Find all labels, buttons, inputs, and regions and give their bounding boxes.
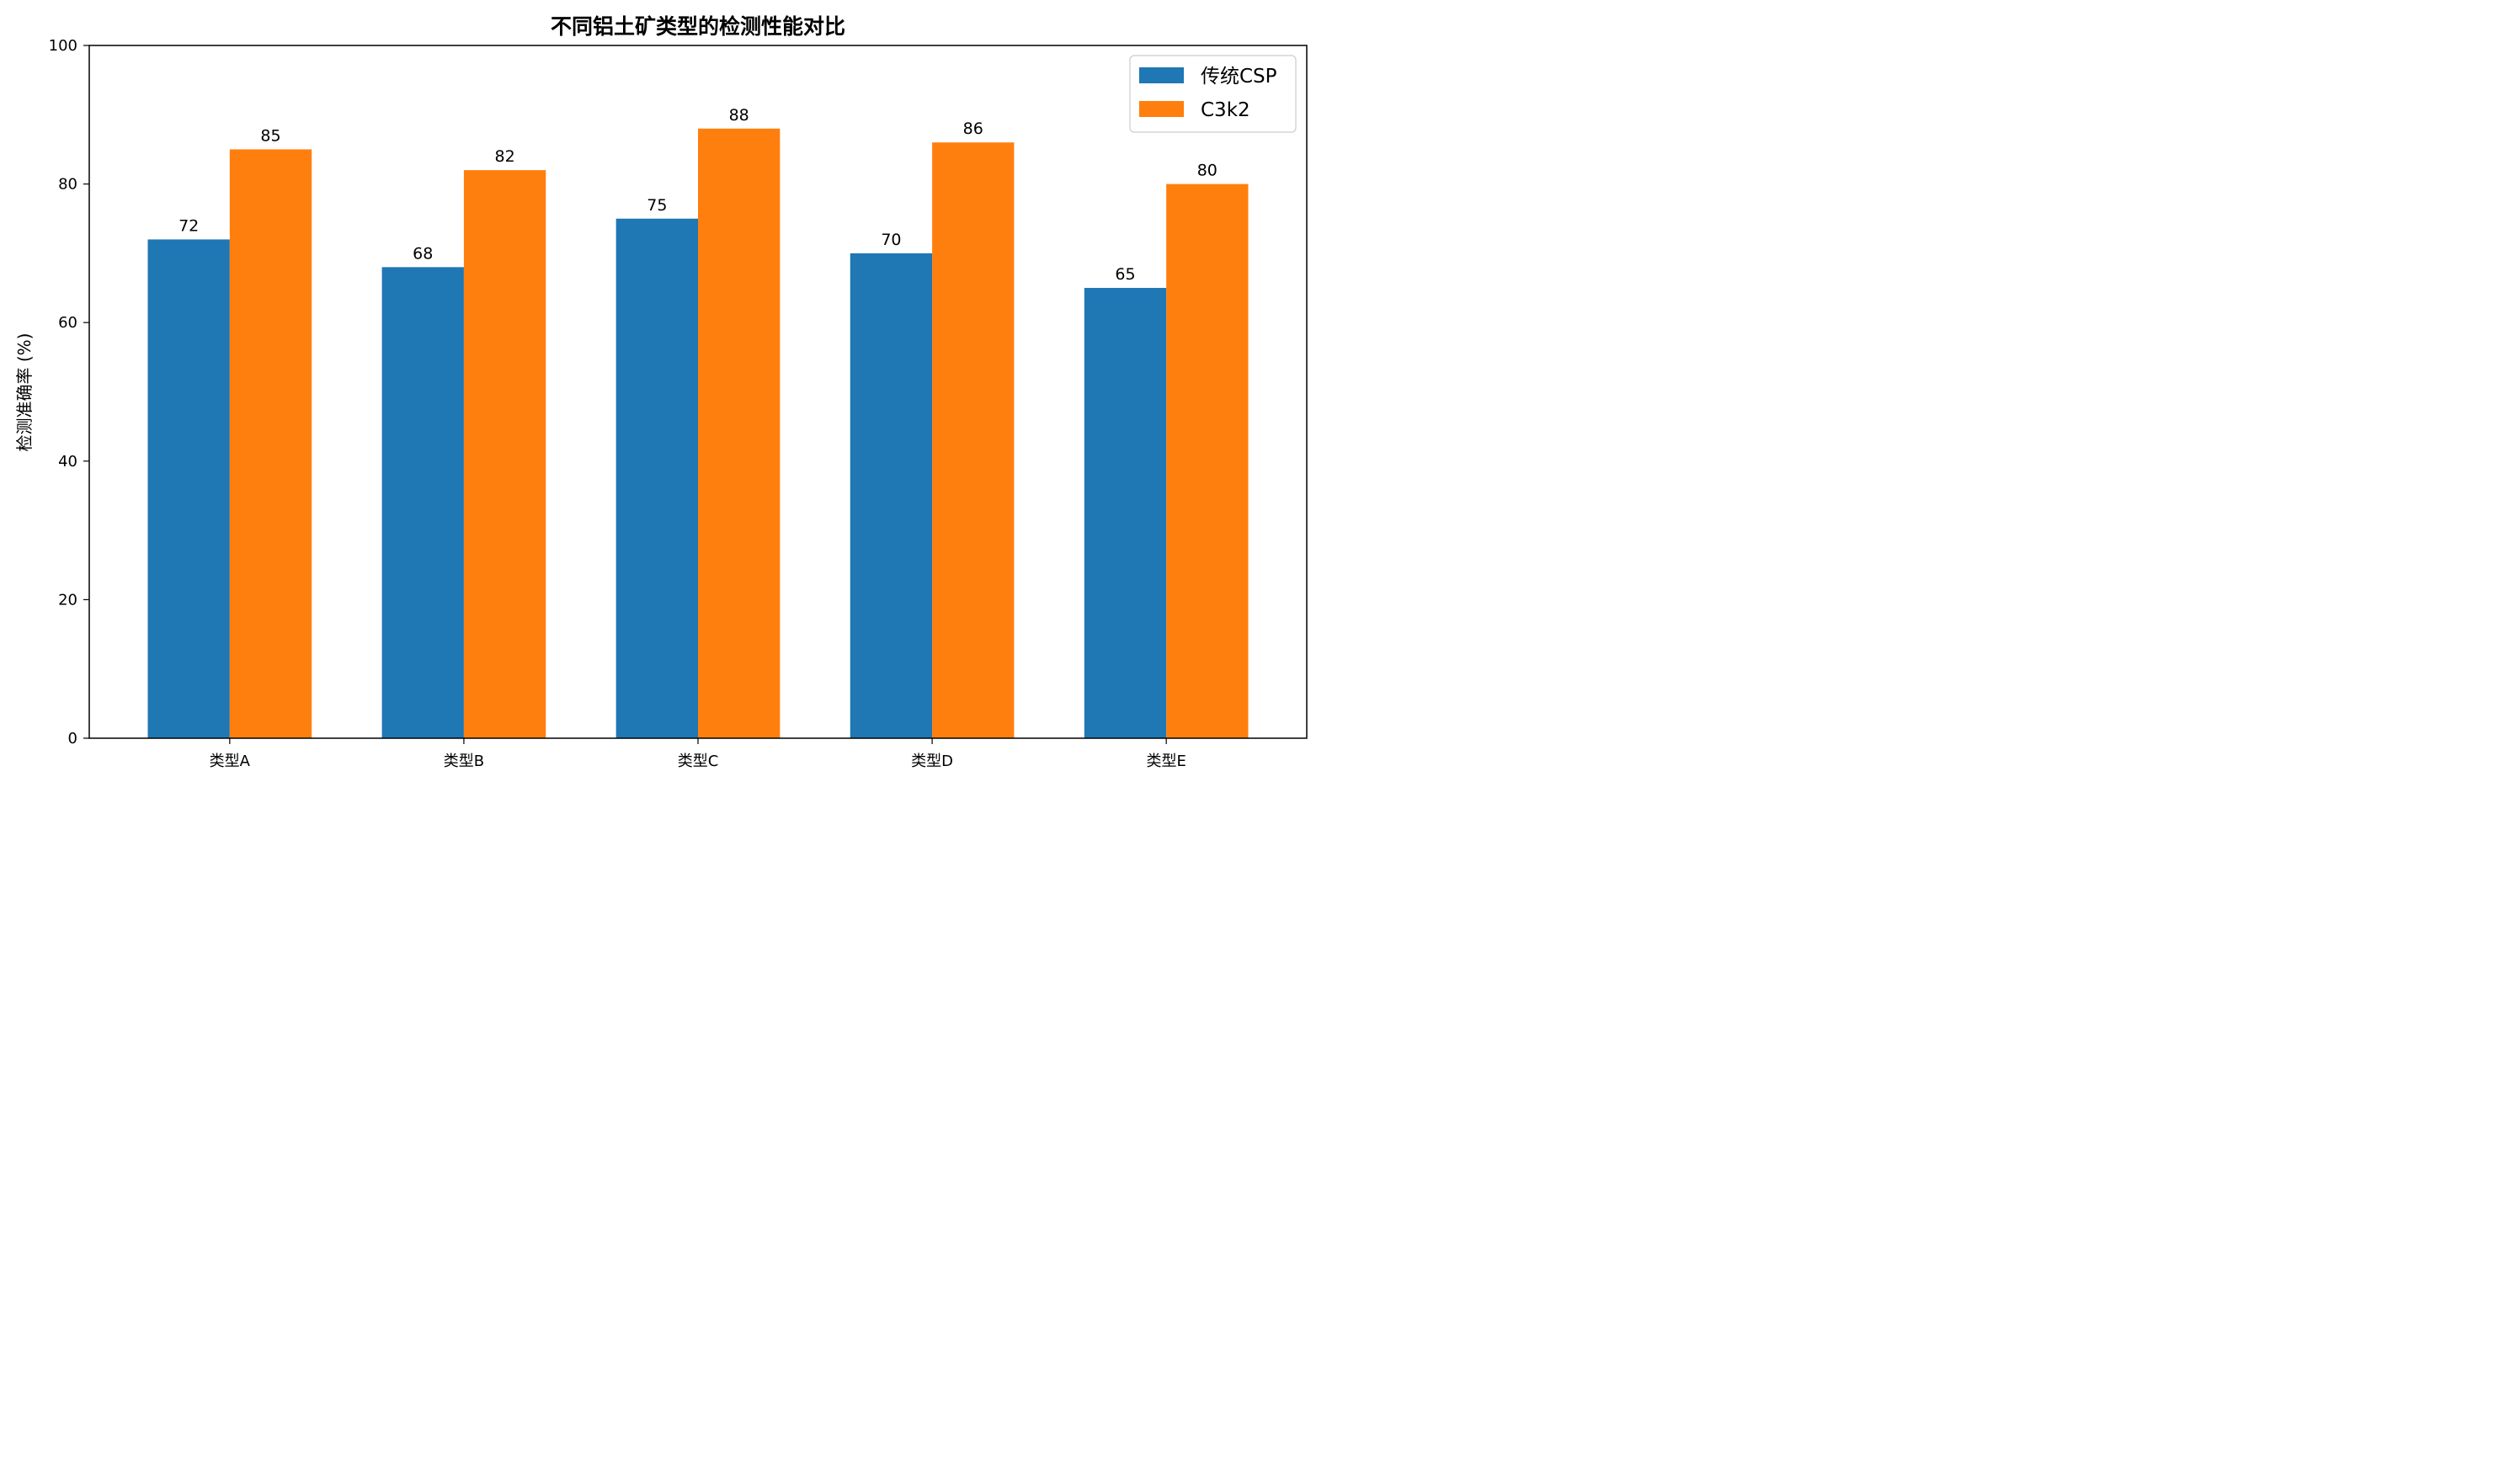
legend-label-csp: 传统CSP <box>1201 66 1277 88</box>
data-label-csp-5: 65 <box>1115 265 1135 284</box>
bar-csp-5 <box>1084 288 1167 738</box>
data-label-csp-3: 75 <box>647 196 667 215</box>
chart-title: 不同铝土矿类型的检测性能对比 <box>551 14 845 39</box>
bar-c3k2-1 <box>229 149 312 738</box>
y-tick-label-80: 80 <box>58 176 77 194</box>
x-tick-label-4: 类型D <box>911 753 953 770</box>
plot-frame <box>88 45 1308 739</box>
data-label-c3k2-5: 80 <box>1197 162 1218 180</box>
y-tick-label-20: 20 <box>58 591 77 609</box>
legend-swatch-c3k2 <box>1139 101 1184 117</box>
chart-figure: 不同铝土矿类型的检测性能对比 检测准确率 (%) 72 85 68 82 75 88 70 8… <box>0 0 1320 785</box>
bar-csp-4 <box>850 253 933 738</box>
data-labels-layer: 72 85 68 82 75 88 70 86 65 80 <box>178 106 1218 284</box>
bars-layer <box>147 128 1249 739</box>
y-tick-label-60: 60 <box>58 314 77 332</box>
y-tick-label-40: 40 <box>58 453 77 471</box>
legend-swatch-csp <box>1139 67 1184 83</box>
bar-csp-2 <box>381 267 464 738</box>
data-label-c3k2-1: 85 <box>260 126 280 145</box>
y-axis-label: 检测准确率 (%) <box>14 333 35 452</box>
legend-label-c3k2: C3k2 <box>1201 99 1250 121</box>
y-tick-label-0: 0 <box>68 730 77 747</box>
bar-chart: 不同铝土矿类型的检测性能对比 检测准确率 (%) 72 85 68 82 75 88 70 8… <box>14 14 1308 770</box>
bar-c3k2-4 <box>932 142 1015 739</box>
data-label-csp-1: 72 <box>178 216 199 235</box>
x-axis: 类型A 类型B 类型C 类型D 类型E <box>210 738 1186 770</box>
bar-c3k2-2 <box>463 170 546 738</box>
data-label-csp-4: 70 <box>881 231 901 249</box>
x-tick-label-5: 类型E <box>1146 753 1186 770</box>
bar-c3k2-3 <box>698 128 781 738</box>
x-tick-label-3: 类型C <box>678 753 719 770</box>
bar-csp-3 <box>615 218 698 738</box>
data-label-c3k2-4: 86 <box>963 120 983 138</box>
y-tick-label-100: 100 <box>49 37 77 55</box>
data-label-c3k2-3: 88 <box>729 106 749 125</box>
y-axis: 0 20 40 60 80 100 <box>49 37 89 747</box>
bar-csp-1 <box>147 239 230 738</box>
x-tick-label-2: 类型B <box>444 753 484 770</box>
data-label-csp-2: 68 <box>413 244 433 263</box>
legend: 传统CSP C3k2 <box>1129 55 1297 133</box>
data-label-c3k2-2: 82 <box>494 147 514 166</box>
bar-c3k2-5 <box>1166 184 1249 739</box>
x-tick-label-1: 类型A <box>210 753 251 770</box>
